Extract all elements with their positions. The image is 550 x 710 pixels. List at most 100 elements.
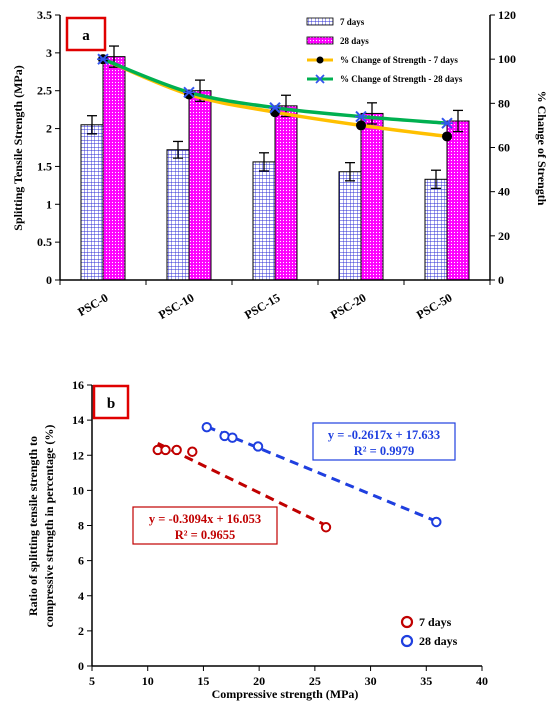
chart-a-y2label: % Change of Strength: [535, 91, 549, 206]
chart-a-y2tick-label: 120: [498, 8, 516, 22]
chart-b-xtick-label: 35: [420, 674, 432, 688]
errorbar-7-days-psc-0: [87, 115, 97, 135]
bar-7-days-psc-15: [252, 161, 276, 281]
legend-marker: [400, 634, 414, 648]
chart-b-xlabel: Compressive strength (MPa): [212, 687, 359, 701]
bar-28-days-psc-50: [446, 120, 470, 281]
legend-item-7-days: 7 days: [400, 615, 452, 629]
chart-a-ytick-label: 0: [46, 273, 52, 287]
r2-28-days: R² = 0.9979: [354, 444, 415, 458]
chart-b-legend: 7 days 28 days: [400, 615, 458, 648]
equation-box-28-days: y = -0.2617x + 17.633 R² = 0.9979: [312, 422, 456, 461]
marker-change-of-strength-7-days-psc-20: [356, 120, 366, 131]
chart-b-ytick-label: 8: [78, 519, 84, 533]
bar-28-days-psc-15: [274, 105, 298, 281]
chart-a-panel-label: a: [82, 28, 90, 44]
chart-a-y2tick-label: 60: [498, 141, 510, 155]
marker-change-of-strength-7-days-psc-50: [442, 131, 452, 142]
chart-b-ticks: 0 2 4 6 8 10 12 14 16 5 10 15 20 25 30 35 40: [72, 378, 488, 688]
r2-7-days: R² = 0.9655: [175, 528, 236, 542]
chart-b-panel-label: b: [107, 396, 115, 412]
marker-change-of-strength-28-days-psc-20: [355, 110, 367, 123]
trendline-28-days: [206, 425, 437, 523]
errorbar-7-days-psc-50: [431, 169, 441, 190]
marker-change-of-strength-28-days-psc-50: [441, 117, 453, 129]
chart-a-ytick-label: 1: [46, 197, 52, 211]
chart-a-y2tick-label: 100: [498, 52, 516, 66]
chart-b-trendlines: [157, 425, 437, 527]
chart-b-ytick-label: 6: [78, 554, 84, 568]
legend-label: 28 days: [419, 634, 458, 648]
chart-b-ylabel: Ratio of splitting tensile strength to c…: [26, 425, 56, 628]
chart-a-legend: 7 days 28 days % Change of Strength - 7 da…: [306, 17, 463, 84]
bar-7-days-psc-0: [80, 124, 104, 281]
point-28-days-4: [431, 516, 442, 528]
chart-b-xtick-label: 10: [142, 674, 154, 688]
equation-7-days: y = -0.3094x + 16.053: [149, 512, 261, 526]
chart-a-bars: [80, 56, 470, 281]
errorbar-7-days-psc-15: [259, 152, 269, 172]
chart-b-ytick-label: 2: [78, 624, 84, 638]
legend-marker: [316, 56, 324, 64]
point-7-days-1: [160, 444, 171, 456]
chart-a-ytick-label: 1.5: [37, 159, 52, 173]
chart-a-lines: [97, 53, 453, 142]
point-28-days-3: [252, 441, 264, 452]
chart-b-xtick-label: 40: [476, 674, 488, 688]
chart-a-y2tick-label: 20: [498, 229, 510, 243]
point-28-days-2: [227, 432, 238, 443]
chart-a-xtick-label-psc-10: PSC-10: [156, 290, 196, 321]
marker-change-of-strength-28-days-psc-15: [269, 102, 281, 114]
chart-b-xtick-label: 5: [89, 674, 95, 688]
equation-28-days: y = -0.2617x + 17.633: [328, 428, 440, 442]
legend-item-change-of-strength-28-days: % Change of Strength - 28 days: [307, 74, 463, 84]
chart-a-y2tick-label: 40: [498, 185, 510, 199]
errorbar-7-days-psc-20: [345, 161, 355, 182]
legend-label: 7 days: [419, 615, 452, 629]
legend-marker: [315, 74, 325, 84]
bar-7-days-psc-10: [166, 149, 190, 281]
chart-a-y2tick-label: 0: [498, 273, 504, 287]
chart-a-ytick-label: 0.5: [37, 235, 52, 249]
errorbar-28-days-psc-50: [453, 109, 463, 133]
bar-28-days-psc-10: [188, 90, 212, 281]
chart-a-ytick-label: 3: [46, 46, 52, 60]
chart-b-xtick-label: 15: [197, 674, 209, 688]
point-7-days-3: [187, 446, 198, 457]
chart-b-points: [152, 421, 442, 533]
chart-a-ytick-label: 3.5: [37, 8, 52, 22]
chart-a-ytick-label: 2.5: [37, 84, 52, 98]
chart-a-y2tick-label: 80: [498, 96, 510, 110]
legend-swatch: [306, 17, 334, 26]
legend-item-change-of-strength-7-days: % Change of Strength - 7 days: [307, 55, 458, 65]
chart-a-ylabel: Splitting Tensile Strength (MPa): [11, 65, 25, 230]
point-28-days-0: [201, 421, 212, 433]
chart-b-ytick-label: 14: [72, 413, 84, 427]
chart-b-ylabel-line-1: Ratio of splitting tensile strength to: [26, 436, 40, 616]
marker-change-of-strength-28-days-psc-0: [97, 53, 109, 65]
chart-a-xtick-label-psc-0: PSC-0: [75, 290, 110, 318]
point-7-days-2: [171, 444, 182, 456]
chart-b-ytick-label: 16: [72, 378, 84, 392]
bar-28-days-psc-20: [360, 112, 384, 281]
legend-swatch: [306, 36, 334, 45]
chart-b-ytick-label: 4: [78, 589, 84, 603]
chart-b-xtick-label: 25: [309, 674, 321, 688]
bar-7-days-psc-50: [424, 178, 448, 281]
equation-box-7-days: y = -0.3094x + 16.053 R² = 0.9655: [132, 506, 278, 545]
chart-a-ytick-label: 2: [46, 122, 52, 136]
equation-box-7-days-frame: [132, 506, 278, 545]
errorbar-7-days-psc-10: [173, 140, 183, 159]
chart-a-xtick-label-psc-15: PSC-15: [242, 290, 282, 321]
equation-box-28-days-frame: [312, 422, 456, 461]
chart-b-xtick-label: 30: [365, 674, 377, 688]
bar-28-days-psc-0: [102, 56, 126, 281]
legend-label: % Change of Strength - 28 days: [340, 74, 463, 84]
chart-b-xtick-label: 20: [253, 674, 265, 688]
chart-a-xtick-label-psc-20: PSC-20: [328, 290, 368, 321]
chart-b-panel-label-box: [92, 384, 130, 420]
errorbar-28-days-psc-20: [367, 102, 377, 125]
chart-b: 0 2 4 6 8 10 12 14 16 5 10 15 20 25 30 35 40 7 days 28 da…: [26, 378, 488, 701]
chart-b-ytick-label: 0: [78, 659, 84, 673]
trendline-7-days: [157, 441, 327, 527]
